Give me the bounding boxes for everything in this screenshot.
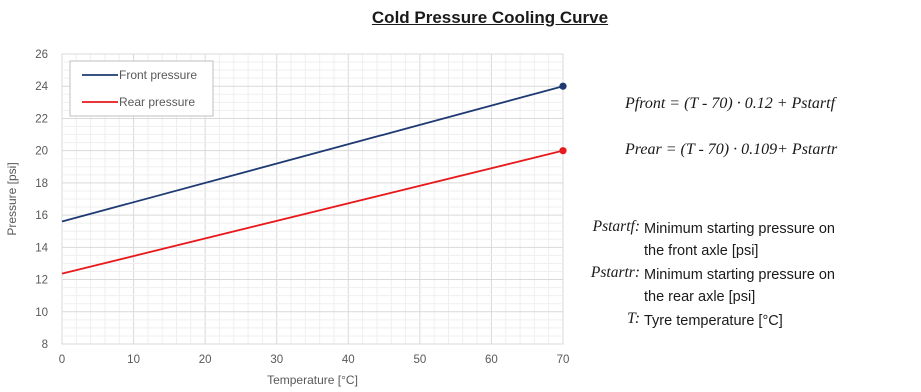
legend: Front pressure Rear pressure [69,60,214,117]
y-tick-label: 10 [35,307,48,319]
series-line-0 [61,85,564,223]
y-tick-label: 20 [35,146,48,158]
x-tick-label: 50 [413,354,426,366]
definition-line: Minimum starting pressure on [644,221,835,237]
y-tick-label: 12 [35,275,48,287]
x-tick-label: 0 [59,354,65,366]
axes: 0 10 20 30 40 50 60 70 8 10 12 14 16 18 20 22 24 26 Temper… [5,49,569,387]
legend-box [69,60,214,117]
legend-entry: Front pressure [119,68,197,82]
definition-line: the front axle [psi] [644,243,759,259]
x-tick-label: 30 [270,354,283,366]
y-tick-label: 16 [35,210,48,222]
definition-line: Tyre temperature [°C] [644,313,783,329]
y-tick-label: 14 [35,242,48,254]
x-axis-label: Temperature [°C] [267,373,358,387]
y-tick-label: 22 [35,113,48,125]
series-end-point-1 [559,147,567,155]
x-tick-label: 20 [199,354,212,366]
y-tick-label: 18 [35,178,48,190]
y-tick-label: 26 [35,49,48,61]
series [61,82,567,275]
x-tick-label: 70 [557,354,570,366]
definition-key: T: [627,310,640,327]
legend-entry: Rear pressure [119,95,195,109]
definition-line: the rear axle [psi] [644,289,756,305]
series-line-1 [61,149,564,275]
y-tick-label: 24 [35,81,48,93]
definition-description: Tyre temperature [°C] [644,310,920,332]
x-tick-label: 10 [127,354,140,366]
series-end-point-0 [559,82,567,90]
x-tick-label: 40 [342,354,355,366]
definition-description: Minimum starting pressure on the rear ax… [644,264,920,308]
chart-title: Cold Pressure Cooling Curve [371,8,609,27]
definition-description: Minimum starting pressure on the front a… [644,218,920,262]
front-pressure-formula: Pfront = (T - 70) · 0.12 + Pstartf [625,95,836,112]
definition-line: Minimum starting pressure on [644,267,835,283]
definition-key: Pstartr: [590,264,640,281]
rear-pressure-formula: Prear = (T - 70) · 0.109+ Pstartr [625,141,838,158]
x-tick-label: 60 [485,354,498,366]
y-axis-label: Pressure [psi] [5,162,19,235]
definition-key: Pstartf: [592,218,640,235]
y-tick-label: 8 [42,339,48,351]
